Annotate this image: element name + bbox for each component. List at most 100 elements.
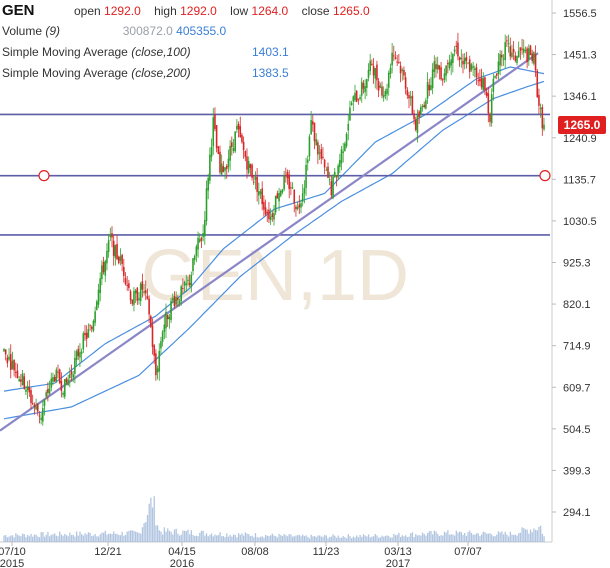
volume-bar bbox=[124, 534, 127, 542]
candle-body bbox=[30, 390, 32, 403]
volume-bar bbox=[67, 536, 69, 542]
candle-body bbox=[467, 62, 469, 64]
volume-bar bbox=[197, 536, 199, 542]
volume-bar bbox=[28, 536, 31, 542]
candle-body bbox=[495, 73, 498, 76]
candle-body bbox=[77, 348, 80, 357]
volume-bar bbox=[322, 536, 324, 542]
volume-bar bbox=[155, 525, 157, 542]
volume-bar bbox=[177, 533, 179, 542]
volume-bar bbox=[506, 534, 508, 542]
candle-body bbox=[534, 54, 537, 71]
high-value: 1292.0 bbox=[180, 4, 217, 18]
candle-body bbox=[212, 117, 215, 147]
volume-bar bbox=[205, 533, 208, 542]
candle-body bbox=[202, 233, 204, 238]
candle-body bbox=[474, 68, 476, 70]
candle-body bbox=[409, 96, 412, 99]
candle-body bbox=[504, 42, 506, 61]
candle-body bbox=[205, 188, 208, 221]
volume-bar bbox=[6, 537, 9, 542]
candle-body bbox=[87, 329, 90, 338]
candle-body bbox=[52, 377, 54, 382]
sma100-legend[interactable]: Simple Moving Average (close,100) bbox=[2, 45, 191, 59]
volume-bar bbox=[480, 534, 483, 542]
candle-body bbox=[150, 316, 152, 327]
candle-body bbox=[352, 96, 355, 102]
candle-body bbox=[193, 256, 196, 261]
candle-body bbox=[516, 56, 518, 64]
sma200-legend[interactable]: Simple Moving Average (close,200) bbox=[2, 66, 191, 80]
volume-bar bbox=[443, 531, 446, 542]
volume-bar bbox=[20, 536, 22, 542]
volume-bar bbox=[410, 533, 412, 542]
candle-body bbox=[327, 166, 329, 178]
candle-body bbox=[538, 94, 540, 106]
trend-line[interactable] bbox=[0, 52, 539, 432]
volume-bar bbox=[118, 534, 120, 542]
candle-body bbox=[106, 250, 108, 264]
candle-body bbox=[519, 47, 522, 51]
volume-bar bbox=[369, 537, 371, 542]
candle-body bbox=[367, 69, 370, 78]
candle-body bbox=[349, 107, 351, 121]
volume-bar bbox=[516, 535, 518, 542]
candle-body bbox=[231, 142, 233, 148]
volume-bar bbox=[229, 534, 231, 542]
candle-body bbox=[269, 216, 272, 221]
candle-body bbox=[45, 392, 47, 397]
candle-body bbox=[75, 351, 78, 361]
volume-bar bbox=[406, 537, 409, 542]
volume-bar bbox=[533, 528, 535, 542]
candle-body bbox=[396, 61, 398, 63]
candle-body bbox=[192, 258, 194, 272]
candle-body bbox=[344, 143, 346, 152]
candle-body bbox=[489, 114, 491, 122]
volume-bar bbox=[307, 536, 309, 542]
volume-bar bbox=[290, 534, 292, 542]
volume-bar bbox=[172, 534, 174, 542]
volume-bar bbox=[156, 525, 159, 542]
line-handle[interactable] bbox=[539, 170, 551, 182]
y-tick-label: 714.9 bbox=[563, 341, 591, 353]
volume-bar bbox=[354, 537, 356, 542]
y-tick-label: 1135.7 bbox=[563, 174, 596, 186]
volume-bar bbox=[256, 537, 258, 542]
candle-body bbox=[121, 254, 123, 265]
volume-bar bbox=[97, 536, 100, 542]
candle-body bbox=[386, 88, 388, 95]
volume-bar bbox=[91, 536, 93, 542]
candle-body bbox=[366, 78, 368, 88]
volume-bar bbox=[291, 536, 294, 542]
candle-body bbox=[16, 370, 19, 379]
volume-bar bbox=[432, 534, 434, 542]
volume-bar bbox=[221, 536, 223, 542]
y-tick-label: 294.1 bbox=[563, 507, 591, 519]
volume-bar bbox=[383, 536, 385, 542]
volume-bar bbox=[426, 533, 429, 542]
volume-bar bbox=[281, 535, 284, 542]
candle-body bbox=[416, 115, 419, 133]
volume-legend[interactable]: Volume (9) 300872.0 405355.0 bbox=[2, 24, 226, 38]
volume-bar bbox=[8, 536, 10, 542]
volume-bar bbox=[531, 532, 533, 542]
candle-body bbox=[291, 187, 294, 189]
x-tick-label: 04/15 bbox=[168, 546, 196, 558]
candle-body bbox=[133, 291, 135, 305]
volume-bar bbox=[109, 533, 112, 542]
line-handle[interactable] bbox=[38, 170, 50, 182]
candle-body bbox=[200, 237, 203, 241]
candle-body bbox=[394, 57, 397, 59]
candle-body bbox=[497, 61, 500, 74]
candle-body bbox=[229, 145, 231, 161]
candle-body bbox=[539, 108, 542, 110]
volume-bar bbox=[94, 534, 96, 542]
drawing-tools[interactable] bbox=[0, 52, 551, 432]
y-tick-label: 1030.5 bbox=[563, 216, 597, 228]
candle-body bbox=[36, 403, 39, 412]
volume-bar bbox=[3, 535, 5, 542]
volume-bar bbox=[101, 532, 103, 542]
volume-bar bbox=[239, 534, 241, 542]
volume-bar bbox=[275, 536, 277, 542]
